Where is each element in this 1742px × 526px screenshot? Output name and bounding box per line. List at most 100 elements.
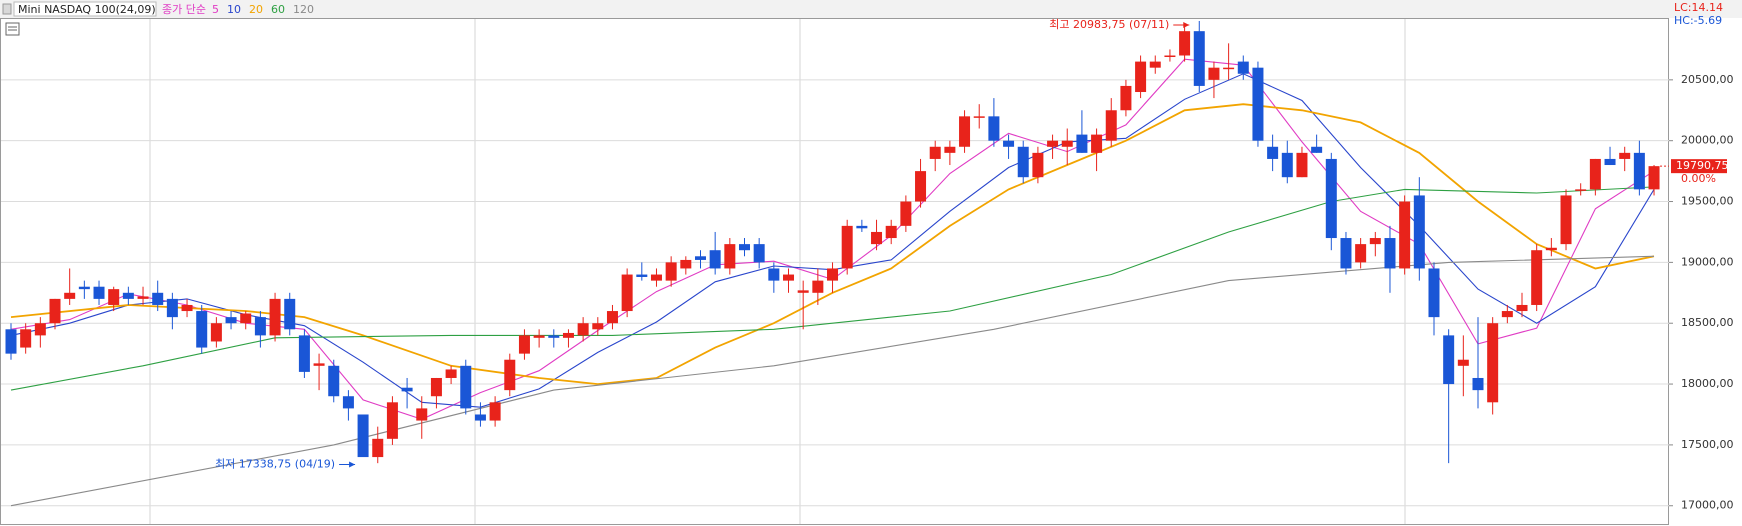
candle-body <box>20 329 32 348</box>
candle-body <box>1633 152 1645 190</box>
candle-body <box>416 408 428 421</box>
candle-body <box>1369 238 1381 245</box>
ma-label: 종가 단순 <box>162 3 206 16</box>
low-arrow-head <box>349 461 356 468</box>
candle-body <box>430 377 442 397</box>
candle-body <box>533 335 545 338</box>
high-annotation: 최고 20983,75 (07/11) <box>1049 18 1169 31</box>
candle-body <box>1252 67 1264 141</box>
candle-body <box>298 335 310 372</box>
candle-body <box>504 359 516 391</box>
candle-body <box>944 146 956 153</box>
candle-body <box>1457 359 1469 366</box>
candle-body <box>577 323 589 336</box>
candle-body <box>1149 61 1161 68</box>
candle-body <box>269 298 281 336</box>
legend-entry: 20 <box>249 3 263 16</box>
candle-body <box>1472 377 1484 391</box>
settings-icon[interactable] <box>5 22 20 36</box>
candle-body <box>518 335 530 354</box>
candle-body <box>1311 146 1323 153</box>
candle-body <box>783 274 795 281</box>
candle-body <box>1296 152 1308 178</box>
candle-body <box>1648 166 1660 190</box>
candle-body <box>1355 244 1367 263</box>
candle-body <box>680 259 692 269</box>
low-annotation: 최저 17338,75 (04/19) <box>215 458 335 471</box>
candle-body <box>709 250 721 269</box>
last-price-label: 19790,75 <box>1676 159 1729 172</box>
candle-body <box>562 332 574 338</box>
y-tick-label: 20000,00 <box>1681 134 1734 147</box>
candle-body <box>1091 134 1103 153</box>
candle-body <box>181 304 193 312</box>
candle-body <box>460 365 472 409</box>
candle-body <box>445 369 457 378</box>
candle-body <box>1443 335 1455 385</box>
candle-body <box>1399 201 1411 269</box>
legend-entry: 120 <box>293 3 314 16</box>
candle-body <box>1164 55 1176 58</box>
y-tick-label: 19000,00 <box>1681 255 1734 268</box>
candle-body <box>93 286 105 299</box>
last-change-label: 0.00% <box>1681 172 1716 185</box>
candle-body <box>240 313 252 324</box>
candle-body <box>1237 61 1249 74</box>
title-box[interactable] <box>13 1 157 17</box>
high-arrow-head <box>1183 21 1190 28</box>
candle-body <box>1032 152 1044 178</box>
candle-body <box>1061 140 1073 147</box>
candle-body <box>665 262 677 281</box>
candle-body <box>152 292 164 305</box>
candle-body <box>900 201 912 226</box>
candle-body <box>1325 158 1337 239</box>
candle-body <box>1619 152 1631 159</box>
moving-average-line <box>10 255 1655 507</box>
candle-body <box>401 387 413 392</box>
plot-frame <box>0 18 1669 525</box>
candle-body <box>1487 323 1499 403</box>
candle-body <box>1017 146 1029 178</box>
candle-body <box>1428 268 1440 318</box>
y-tick-label: 18000,00 <box>1681 377 1734 390</box>
candle-body <box>959 116 971 147</box>
candle-body <box>650 274 662 281</box>
y-tick-label: 20500,00 <box>1681 73 1734 86</box>
candle-body <box>166 298 178 318</box>
candle-body <box>1575 189 1587 191</box>
y-tick-label: 17000,00 <box>1681 499 1734 512</box>
candle-body <box>108 289 120 305</box>
chart-title: Mini NASDAQ 100(24,09) <box>18 3 156 16</box>
candle-body <box>812 280 824 293</box>
candle-body <box>372 438 384 458</box>
candle-body <box>1120 85 1132 111</box>
candle-body <box>489 402 501 421</box>
last-price-box <box>1671 159 1727 174</box>
candle-body <box>753 244 765 263</box>
candle-body <box>1340 238 1352 269</box>
candle-body <box>841 225 853 269</box>
candle-body <box>342 396 354 409</box>
candle-body <box>973 116 985 118</box>
candle-body <box>1413 195 1425 269</box>
candle-body <box>592 323 604 330</box>
header-bar <box>0 0 1742 18</box>
candle-body <box>1281 152 1293 178</box>
candle-body <box>1223 67 1235 70</box>
candle-body <box>64 292 76 299</box>
candle-body <box>1208 67 1220 80</box>
candle-body <box>225 317 237 324</box>
candle-body <box>621 274 633 312</box>
candle-body <box>885 225 897 239</box>
candle-body <box>196 311 208 348</box>
candle-body <box>724 244 736 269</box>
candle-body <box>1501 311 1513 318</box>
candle-body <box>548 335 560 338</box>
candle-body <box>606 311 618 324</box>
y-tick-label: 17500,00 <box>1681 438 1734 451</box>
candle-body <box>328 365 340 397</box>
y-tick-label: 19500,00 <box>1681 195 1734 208</box>
header-handle[interactable] <box>2 3 12 15</box>
candle-body <box>1047 140 1059 147</box>
